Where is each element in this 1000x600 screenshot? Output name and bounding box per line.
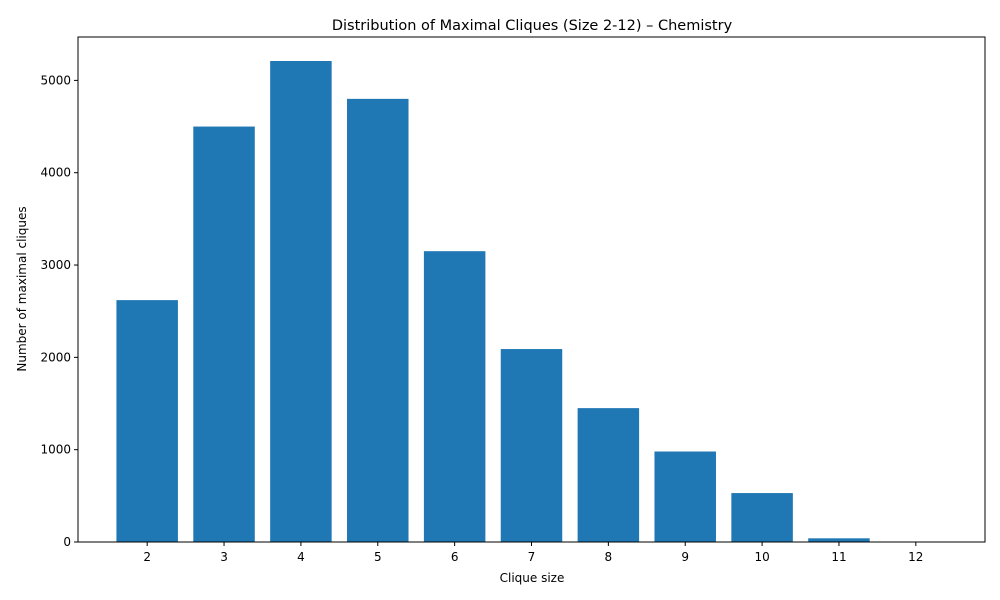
y-axis-label: Number of maximal cliques (15, 206, 29, 371)
x-tick-label: 12 (908, 550, 923, 564)
x-tick-label: 10 (754, 550, 769, 564)
y-tick-label: 3000 (40, 258, 71, 272)
x-tick-label: 9 (681, 550, 689, 564)
x-axis-ticks: 2 3 4 5 6 7 8 9 10 11 12 (143, 542, 923, 564)
x-tick-label: 6 (451, 550, 459, 564)
bar-7 (500, 349, 563, 542)
x-tick-label: 8 (605, 550, 613, 564)
y-tick-label: 0 (63, 535, 71, 549)
bar-9 (654, 451, 716, 542)
y-tick-label: 2000 (40, 350, 71, 364)
bars-group (116, 61, 947, 543)
x-tick-label: 7 (528, 550, 536, 564)
x-tick-label: 11 (831, 550, 846, 564)
bar-2 (116, 300, 178, 542)
y-tick-label: 5000 (40, 73, 71, 87)
y-tick-label: 1000 (40, 443, 71, 457)
bar-5 (347, 98, 409, 543)
x-axis-label: Clique size (500, 571, 565, 585)
bar-10 (731, 493, 793, 542)
chart-title: Distribution of Maximal Cliques (Size 2-… (332, 18, 733, 34)
y-tick-label: 4000 (40, 166, 71, 180)
bar-3 (193, 126, 255, 543)
bar-6 (423, 251, 486, 542)
x-tick-label: 4 (297, 550, 305, 564)
x-tick-label: 3 (220, 550, 228, 564)
x-tick-label: 5 (374, 550, 382, 564)
plot-frame (77, 36, 986, 543)
x-tick-label: 2 (143, 550, 151, 564)
bar-8 (577, 408, 640, 542)
bar-4 (270, 61, 332, 542)
y-axis-ticks: 0 1000 2000 3000 4000 5000 (40, 73, 78, 549)
bar-11 (808, 538, 870, 542)
